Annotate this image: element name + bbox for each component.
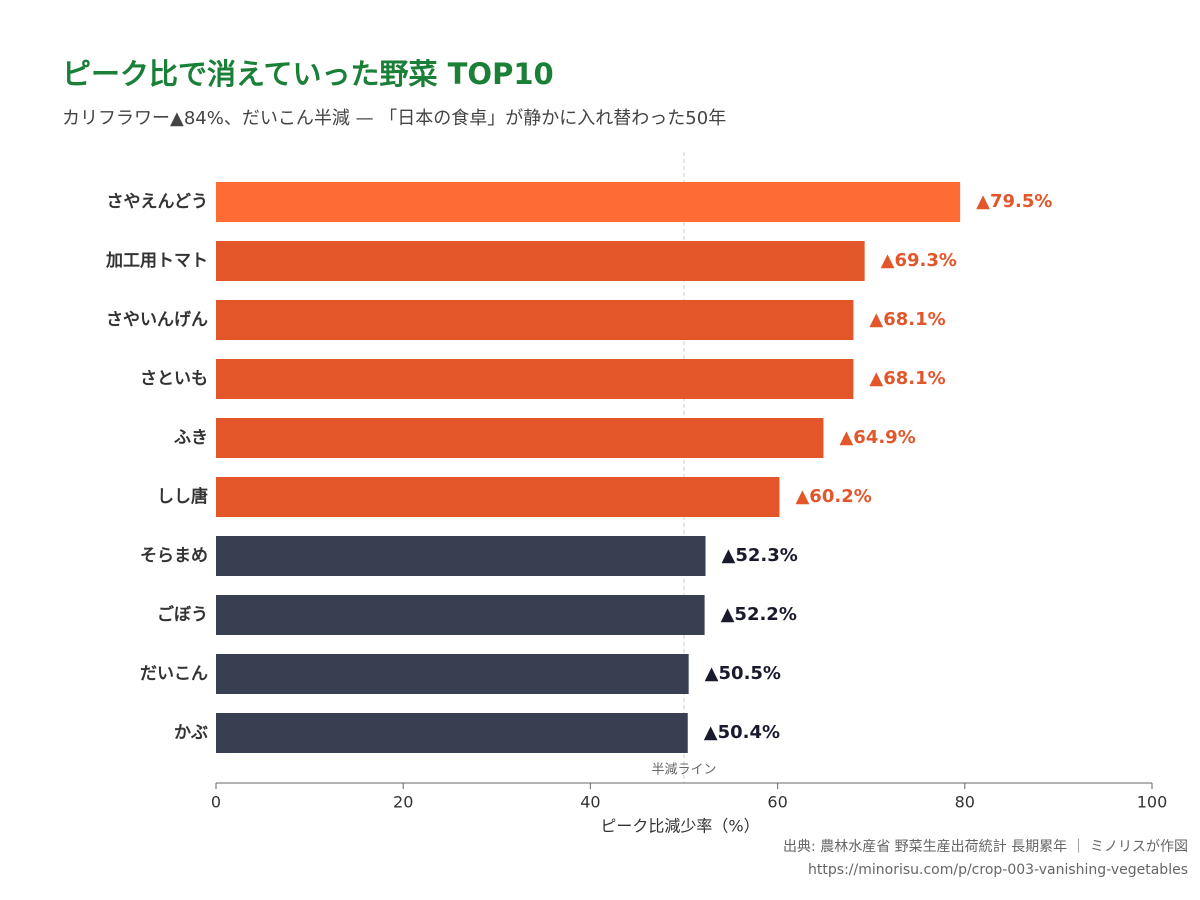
- y-tick-label: さやいんげん: [106, 310, 208, 330]
- y-tick-label: しし唐: [157, 486, 208, 507]
- value-label: ▲52.2%: [721, 604, 797, 625]
- bar: [216, 654, 689, 694]
- y-tick-label: ごぼう: [157, 604, 208, 625]
- reference-label: 半減ライン: [651, 762, 716, 778]
- y-tick-label: そらまめ: [140, 546, 208, 566]
- x-tick-label: 40: [580, 793, 600, 812]
- value-label: ▲68.1%: [869, 368, 945, 389]
- source: 出典: 農林水産省 野菜生産出荷統計 長期累年 ｜ ミノリスが作図: [783, 839, 1188, 855]
- bar: [216, 595, 705, 635]
- chart-title: ピーク比で消えていった野菜 TOP10: [62, 57, 554, 91]
- bar: [216, 182, 961, 222]
- x-tick-label: 80: [955, 793, 975, 812]
- x-tick-label: 0: [211, 793, 221, 812]
- bar: [216, 477, 780, 517]
- bar: [216, 241, 865, 281]
- value-label: ▲64.9%: [839, 427, 915, 448]
- y-tick-label: ふき: [174, 428, 208, 448]
- value-label: ▲60.2%: [795, 486, 871, 507]
- bar: [216, 713, 688, 753]
- bar: [216, 536, 706, 576]
- value-label: ▲50.4%: [704, 722, 780, 743]
- y-tick-label: さやえんどう: [107, 192, 209, 212]
- x-tick-label: 20: [393, 793, 413, 812]
- bar: [216, 418, 824, 458]
- value-label: ▲68.1%: [869, 309, 945, 330]
- url: https://minorisu.com/p/crop-003-vanishin…: [808, 862, 1188, 878]
- value-label: ▲52.3%: [722, 545, 798, 566]
- y-tick-label: かぶ: [174, 723, 208, 743]
- y-tick-label: さといも: [140, 369, 208, 389]
- x-axis-label: ピーク比減少率（%）: [600, 817, 759, 836]
- value-label: ▲69.3%: [881, 250, 957, 271]
- bar: [216, 300, 854, 340]
- x-tick-label: 60: [767, 793, 787, 812]
- value-label: ▲50.5%: [705, 663, 781, 684]
- chart-subtitle: カリフラワー▲84%、だいこん半減 — 「日本の食卓」が静かに入れ替わった50年: [62, 108, 726, 129]
- value-label: ▲79.5%: [976, 191, 1052, 212]
- y-tick-label: だいこん: [140, 664, 208, 684]
- x-tick-label: 100: [1137, 793, 1168, 812]
- bar: [216, 359, 854, 399]
- y-tick-label: 加工用トマト: [105, 251, 208, 271]
